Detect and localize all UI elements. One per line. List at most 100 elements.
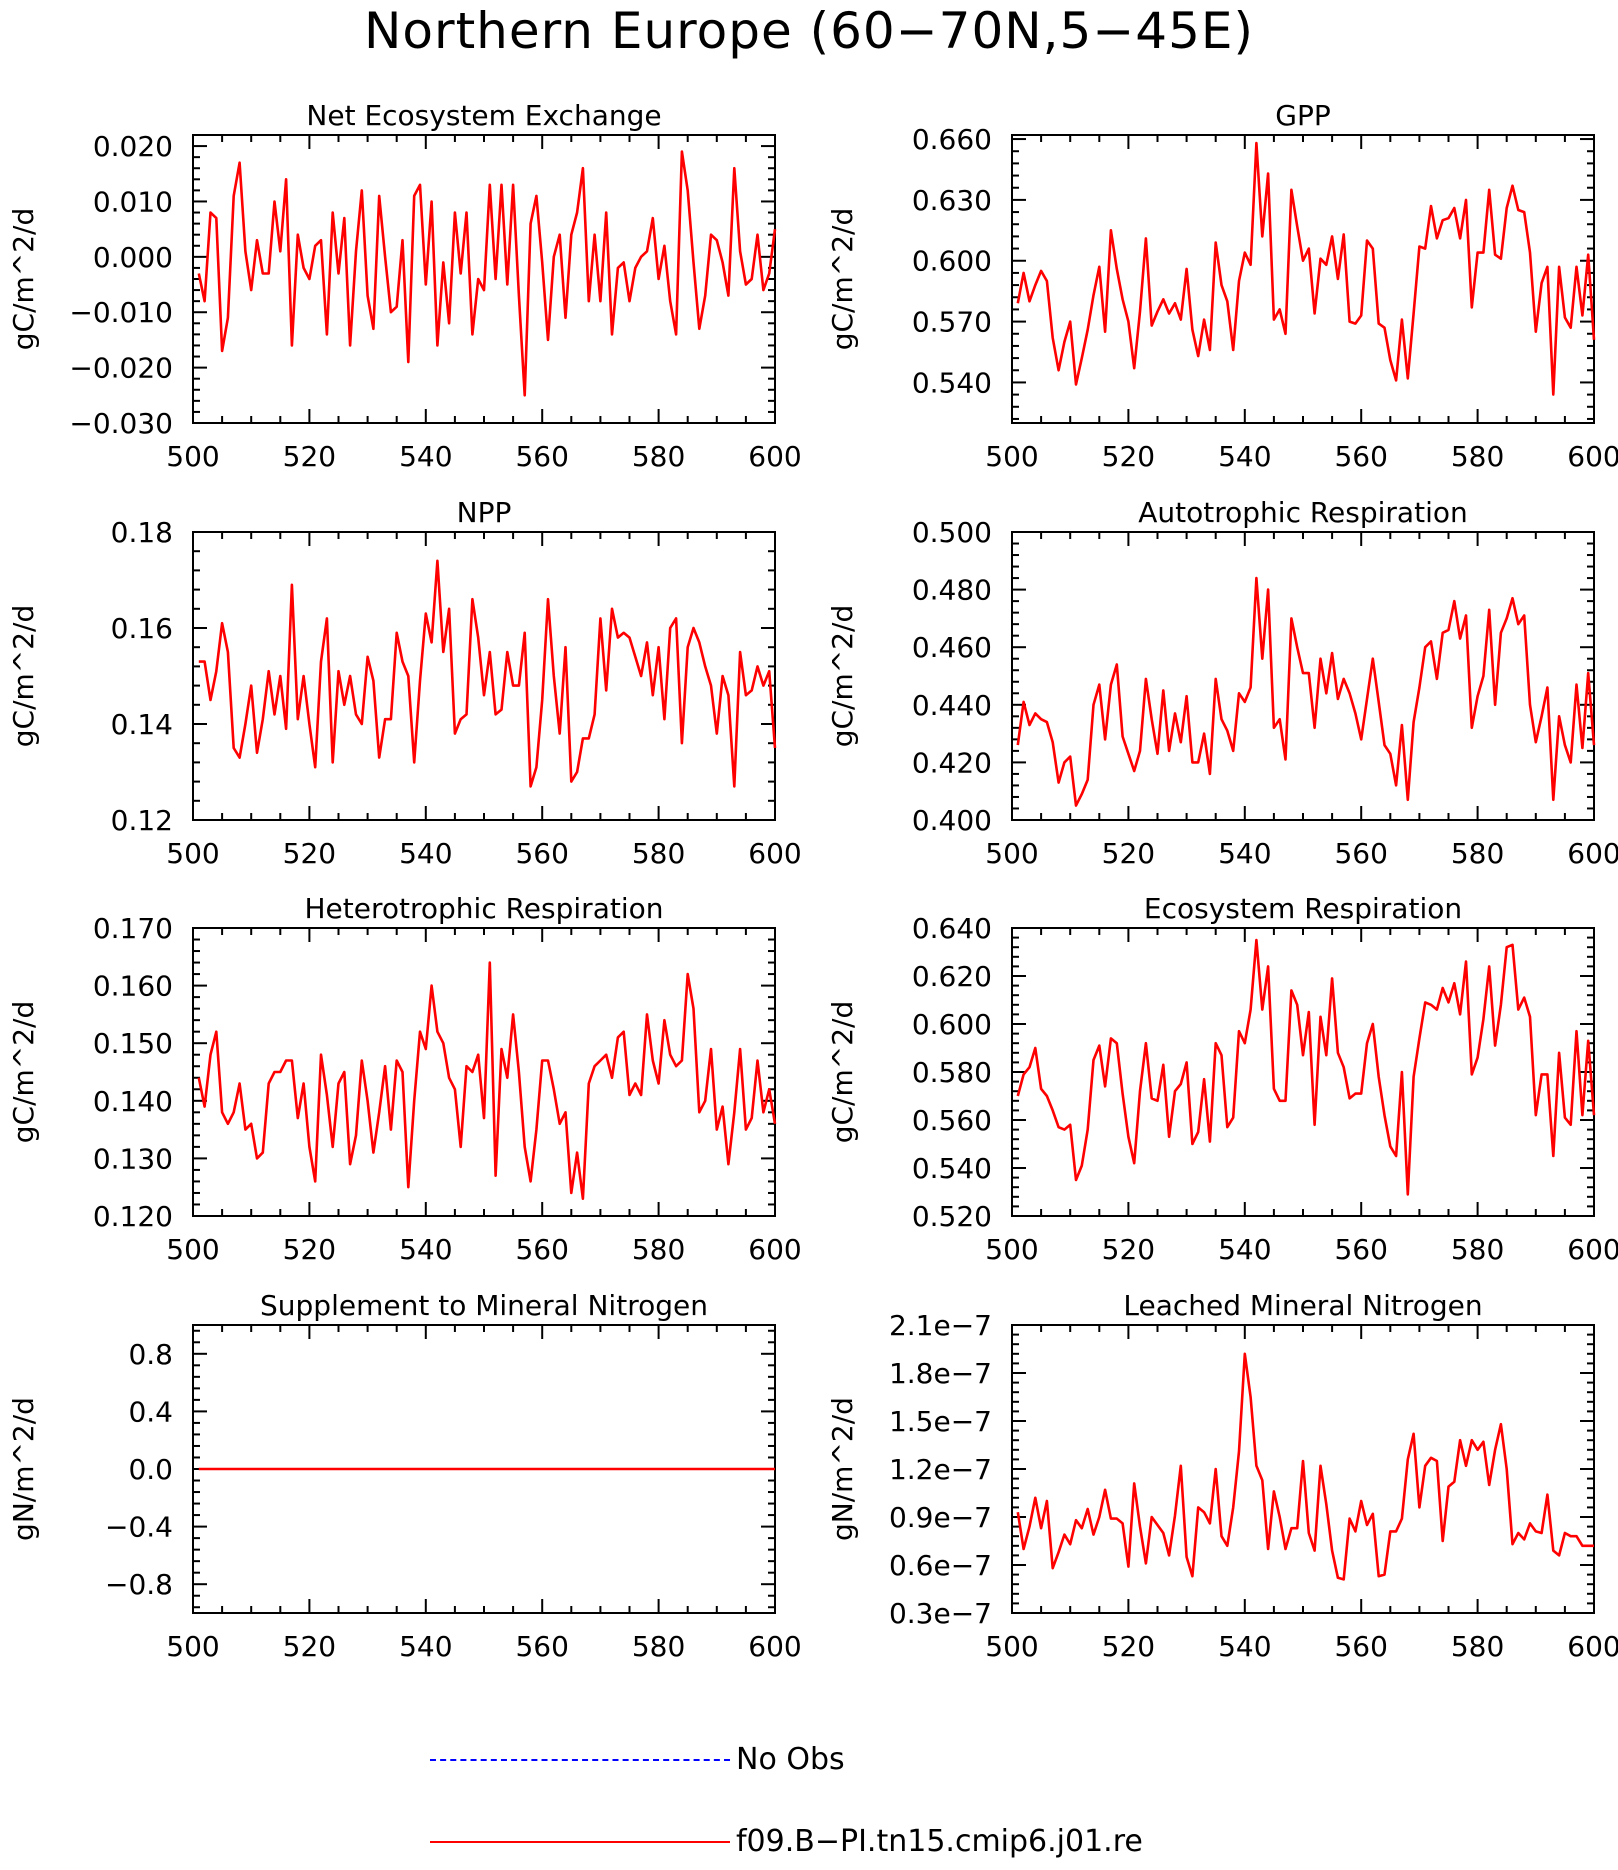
y-tick-label: 1.8e−7 (889, 1357, 992, 1390)
x-tick-label: 560 (1334, 440, 1387, 473)
series-line (1016, 938, 1596, 1196)
y-tick-label: 0.560 (912, 1104, 992, 1137)
x-tick-label: 600 (1567, 1233, 1618, 1266)
y-tick-label: 0.9e−7 (889, 1501, 992, 1534)
x-tick-label: 540 (1218, 1233, 1271, 1266)
x-tick-label: 560 (1334, 1233, 1387, 1266)
y-axis-label: gN/m^2/d (826, 1397, 859, 1541)
x-tick-label: 580 (632, 837, 685, 870)
y-axis-label: gN/m^2/d (7, 1397, 40, 1541)
x-tick-label: 580 (1451, 837, 1504, 870)
x-tick-label: 540 (399, 440, 452, 473)
x-tick-label: 540 (399, 837, 452, 870)
x-tick-label: 500 (166, 1233, 219, 1266)
y-tick-label: 0.600 (912, 245, 992, 278)
x-tick-label: 500 (985, 440, 1038, 473)
x-tick-label: 600 (748, 837, 801, 870)
x-tick-label: 560 (515, 837, 568, 870)
panel-title: GPP (1275, 99, 1330, 132)
x-tick-label: 580 (632, 1233, 685, 1266)
x-tick-label: 520 (283, 1233, 336, 1266)
x-tick-label: 520 (283, 440, 336, 473)
y-axis-label: gC/m^2/d (7, 208, 40, 351)
y-tick-label: 0.130 (93, 1142, 173, 1175)
chart-panel-7: Supplement to Mineral Nitrogen gN/m^2/d 50… (7, 1289, 802, 1663)
x-tick-label: 520 (283, 837, 336, 870)
y-tick-label: 0.6e−7 (889, 1549, 992, 1582)
y-tick-label: 0.170 (93, 912, 173, 945)
x-tick-label: 560 (1334, 837, 1387, 870)
chart-panel-3: NPP gC/m^2/d 500 520 540 560 580 600 0.18 0.16 0.1… (7, 496, 802, 870)
legend-label: No Obs (736, 1742, 845, 1777)
x-tick-label: 600 (1567, 837, 1618, 870)
x-tick-label: 560 (515, 440, 568, 473)
panel-title: NPP (457, 496, 512, 529)
x-tick-label: 560 (515, 1630, 568, 1663)
x-tick-label: 540 (399, 1630, 452, 1663)
chart-panel-5: Heterotrophic Respiration gC/m^2/d 500 520 5… (7, 892, 802, 1266)
plot-frame (1011, 927, 1595, 1217)
x-tick-label: 520 (1102, 1630, 1155, 1663)
y-tick-label: 0.8 (128, 1338, 173, 1371)
panel-title: Leached Mineral Nitrogen (1123, 1289, 1482, 1322)
chart-panel-1: Net Ecosystem Exchange gC/m^2/d 500 520 540 5… (7, 99, 802, 473)
x-tick-label: 600 (1567, 1630, 1618, 1663)
x-tick-label: 520 (1102, 837, 1155, 870)
y-tick-label: −0.020 (69, 352, 173, 385)
series-line (198, 559, 777, 788)
legend-label: f09.B−PI.tn15.cmip6.j01.re (736, 1824, 1143, 1859)
y-tick-label: 0.18 (111, 516, 173, 549)
y-axis-label: gC/m^2/d (7, 1001, 40, 1144)
series-line (1016, 576, 1596, 807)
y-tick-label: 0.520 (912, 1200, 992, 1233)
y-tick-label: 0.160 (93, 970, 173, 1003)
x-tick-label: 500 (985, 1630, 1038, 1663)
y-tick-label: 0.020 (93, 130, 173, 163)
y-tick-label: −0.8 (105, 1568, 173, 1601)
y-tick-label: 0.16 (111, 612, 173, 645)
panel-title: Autotrophic Respiration (1138, 496, 1467, 529)
chart-panel-4: Autotrophic Respiration gC/m^2/d 500 520 540… (826, 496, 1618, 870)
x-tick-label: 580 (1451, 440, 1504, 473)
y-tick-label: 0.500 (912, 516, 992, 549)
chart-panel-6: Ecosystem Respiration gC/m^2/d 500 520 540 56… (826, 892, 1618, 1266)
y-tick-label: 0.460 (912, 631, 992, 664)
y-axis-label: gC/m^2/d (7, 605, 40, 748)
x-tick-label: 580 (632, 1630, 685, 1663)
y-tick-label: 0.580 (912, 1056, 992, 1089)
x-tick-label: 580 (1451, 1233, 1504, 1266)
x-tick-label: 600 (748, 1630, 801, 1663)
x-tick-label: 520 (283, 1630, 336, 1663)
y-tick-label: −0.4 (105, 1511, 173, 1544)
x-tick-label: 600 (748, 1233, 801, 1266)
y-tick-label: 1.2e−7 (889, 1453, 992, 1486)
x-tick-label: 580 (1451, 1630, 1504, 1663)
series-line (1016, 141, 1596, 396)
y-tick-label: 0.640 (912, 912, 992, 945)
y-tick-label: 0.570 (912, 306, 992, 339)
x-tick-label: 560 (1334, 1630, 1387, 1663)
x-tick-label: 580 (632, 440, 685, 473)
chart-panel-2: GPP gC/m^2/d 500 520 540 560 580 600 0.660 0.630 0… (826, 99, 1618, 473)
y-tick-label: 0.660 (912, 123, 992, 156)
y-tick-label: 0.400 (912, 804, 992, 837)
y-tick-label: 0.440 (912, 689, 992, 722)
figure-title: Northern Europe (60−70N,5−45E) (364, 2, 1254, 60)
y-tick-label: 0.3e−7 (889, 1597, 992, 1630)
x-tick-label: 520 (1102, 1233, 1155, 1266)
y-tick-label: 0.420 (912, 746, 992, 779)
y-tick-label: 1.5e−7 (889, 1405, 992, 1438)
x-tick-label: 500 (166, 440, 219, 473)
y-axis-label: gC/m^2/d (826, 1001, 859, 1144)
y-tick-label: 0.4 (128, 1395, 173, 1428)
x-tick-label: 500 (985, 1233, 1038, 1266)
y-tick-label: 0.540 (912, 1152, 992, 1185)
x-tick-label: 540 (1218, 440, 1271, 473)
y-tick-label: 0.150 (93, 1027, 173, 1060)
x-tick-label: 500 (166, 1630, 219, 1663)
y-tick-label: 0.630 (912, 184, 992, 217)
panel-title: Ecosystem Respiration (1144, 892, 1462, 925)
x-tick-label: 540 (1218, 837, 1271, 870)
